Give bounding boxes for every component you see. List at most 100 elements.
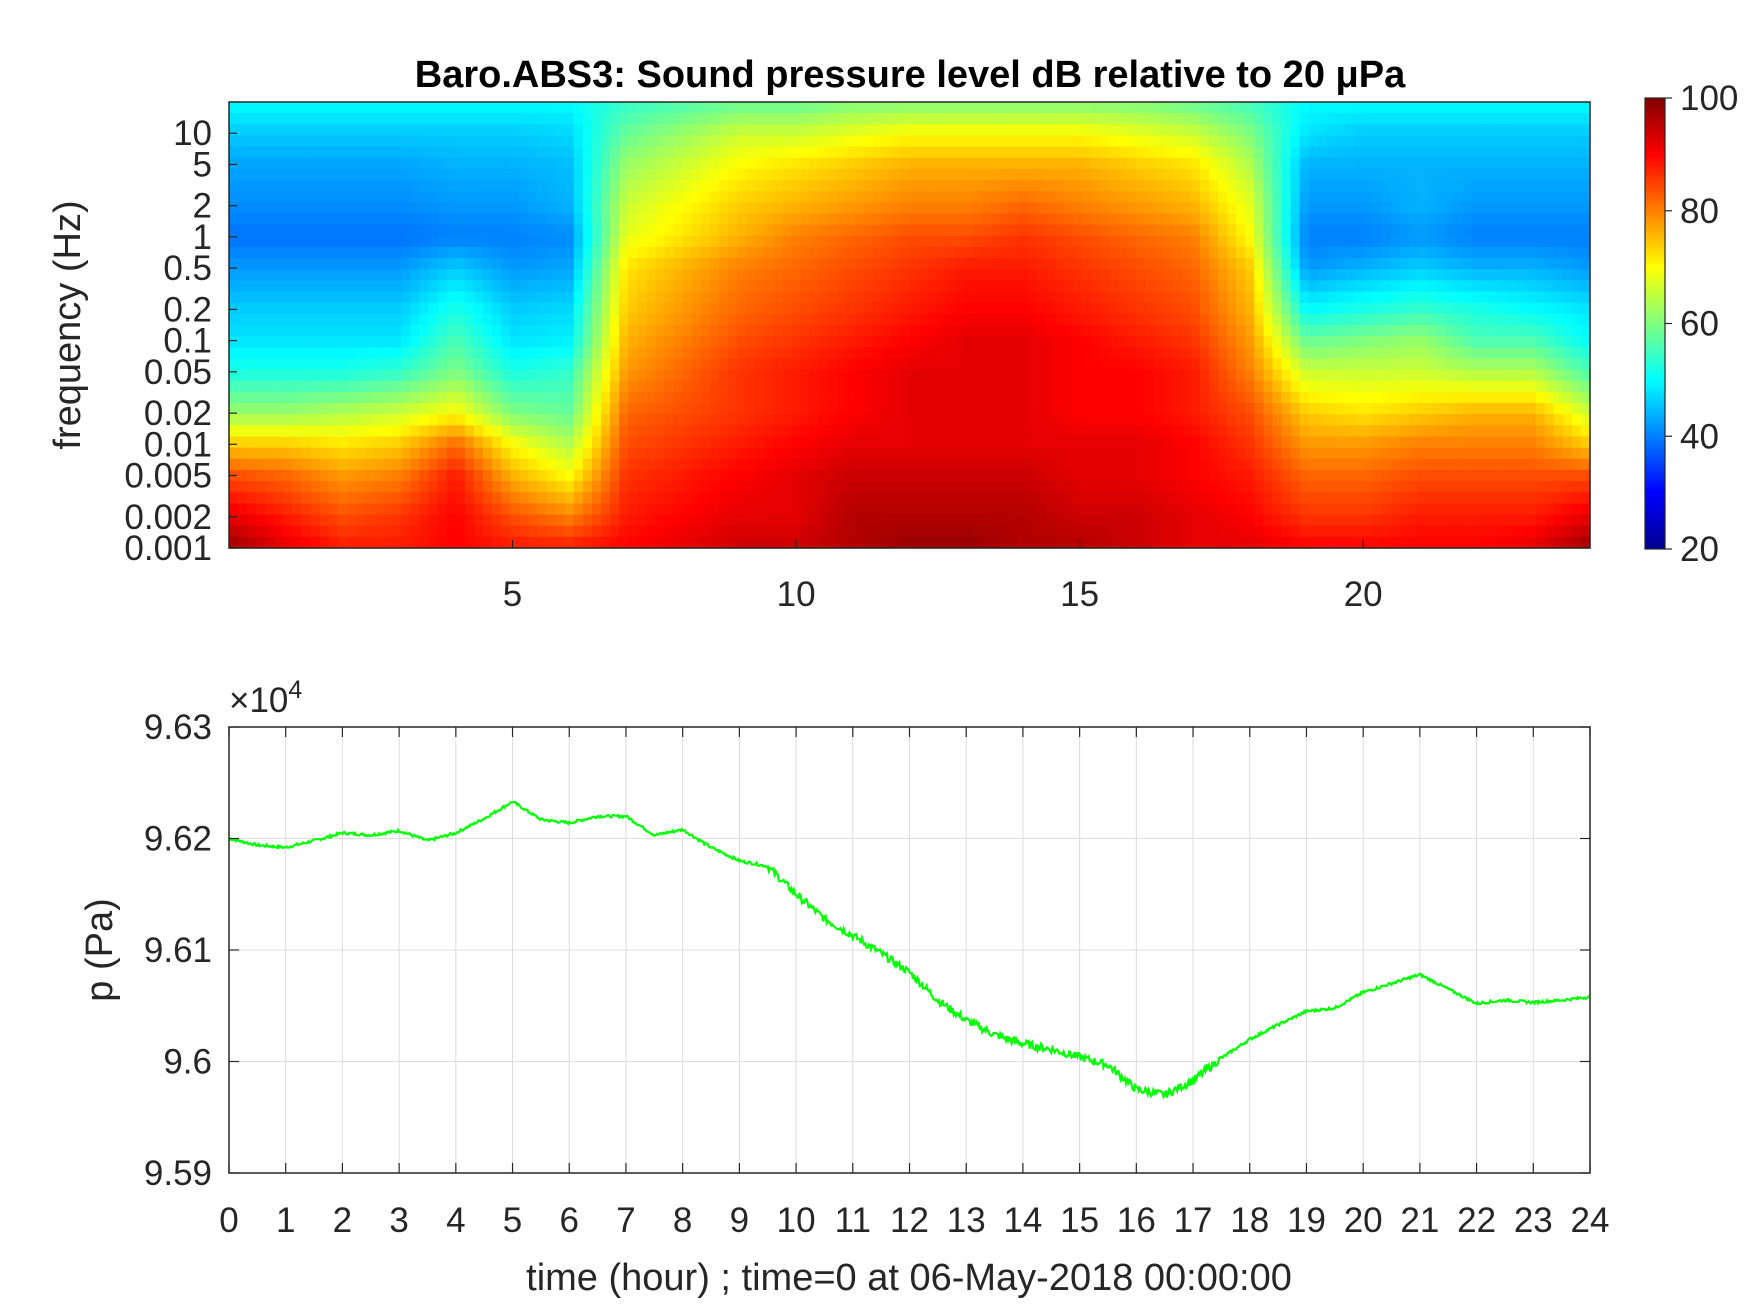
spectrogram-cell bbox=[337, 447, 348, 460]
spectrogram-cell bbox=[728, 180, 738, 192]
spectrogram-cell bbox=[301, 202, 312, 215]
spectrogram-cell bbox=[446, 146, 457, 159]
spectrogram-cell bbox=[473, 436, 484, 449]
spectrogram-cell bbox=[1381, 325, 1391, 337]
spectrogram-cell bbox=[936, 336, 947, 348]
spectrogram-cell bbox=[1426, 113, 1437, 125]
spectrogram-cell bbox=[1090, 291, 1101, 304]
spectrogram-cell bbox=[909, 202, 920, 215]
spectrogram-cell bbox=[882, 436, 892, 449]
spectrogram-cell bbox=[455, 436, 466, 449]
spectrogram-cell bbox=[301, 447, 312, 460]
spectrogram-cell bbox=[455, 336, 466, 348]
spectrogram-cell bbox=[1317, 269, 1328, 281]
spectrogram-cell bbox=[1517, 336, 1528, 348]
spectrogram-cell bbox=[1517, 369, 1528, 382]
spectrogram-cell bbox=[791, 280, 802, 293]
spectrogram-cell bbox=[501, 124, 511, 137]
spectrogram-cell bbox=[1399, 403, 1410, 415]
spectrogram-cell bbox=[1145, 157, 1156, 170]
spectrogram-cell bbox=[755, 246, 765, 259]
spectrogram-cell bbox=[1408, 280, 1419, 293]
spectrogram-cell bbox=[283, 336, 294, 348]
spectrogram-cell bbox=[1217, 258, 1228, 270]
spectrogram-cell bbox=[1571, 325, 1582, 337]
spectrogram-cell bbox=[1172, 291, 1183, 304]
spectrogram-cell bbox=[419, 302, 430, 315]
spectrogram-cell bbox=[700, 235, 711, 248]
spectrogram-cell bbox=[1472, 146, 1482, 159]
spectrogram-cell bbox=[709, 414, 720, 426]
spectrogram-cell bbox=[954, 313, 965, 326]
spectrogram-cell bbox=[682, 280, 693, 293]
spectrogram-cell bbox=[1118, 235, 1128, 248]
spectrogram-cell bbox=[1227, 258, 1237, 270]
spectrogram-cell bbox=[1281, 258, 1292, 270]
spectrogram-cell bbox=[936, 124, 947, 137]
spectrogram-cell bbox=[1145, 280, 1156, 293]
spectrogram-cell bbox=[419, 258, 430, 270]
spectrogram-cell bbox=[238, 302, 248, 315]
spectrogram-cell bbox=[1018, 124, 1029, 137]
spectrogram-cell bbox=[1199, 157, 1210, 170]
spectrogram-cell bbox=[483, 269, 493, 281]
spectrogram-cell bbox=[356, 235, 366, 248]
spectrogram-cell bbox=[936, 425, 947, 438]
spectrogram-cell bbox=[1281, 135, 1292, 148]
spectrogram-cell bbox=[492, 202, 502, 215]
spectrogram-cell bbox=[1000, 258, 1010, 270]
spectrogram-cell bbox=[283, 224, 294, 237]
spectrogram-cell bbox=[764, 425, 774, 438]
spectrogram-cell bbox=[800, 313, 811, 326]
spectrogram-cell bbox=[800, 280, 811, 293]
spectrogram-cell bbox=[1208, 168, 1219, 181]
spectrogram-cell bbox=[1045, 213, 1056, 226]
spectrogram-cell bbox=[918, 102, 929, 114]
spectrogram-cell bbox=[1399, 213, 1410, 226]
spectrogram-cell bbox=[265, 336, 275, 348]
spectrogram-cell bbox=[918, 202, 929, 215]
spectrogram-cell bbox=[619, 191, 629, 203]
spectrogram-cell bbox=[1118, 202, 1128, 215]
spectrogram-cell bbox=[1571, 235, 1582, 248]
spectrogram-cell bbox=[691, 436, 702, 449]
spectrogram-cell bbox=[1054, 291, 1065, 304]
spectrogram-cell bbox=[1090, 358, 1101, 371]
spectrogram-cell bbox=[737, 246, 747, 259]
spectrogram-cell bbox=[310, 414, 321, 426]
spectrogram-cell bbox=[1281, 224, 1292, 237]
spectrogram-cell bbox=[1163, 202, 1174, 215]
spectrogram-cell bbox=[582, 246, 593, 259]
spectrogram-cell bbox=[601, 146, 611, 159]
spectrogram-cell bbox=[1045, 291, 1056, 304]
spectrogram-cell bbox=[637, 436, 647, 449]
spectrogram-cell bbox=[492, 258, 502, 270]
spectrogram-cell bbox=[1499, 436, 1509, 449]
spectrogram-cell bbox=[800, 202, 811, 215]
spectrogram-cell bbox=[1072, 436, 1083, 449]
spectrogram-cell bbox=[1281, 313, 1292, 326]
spectrogram-cell bbox=[655, 235, 666, 248]
spectrogram-cell bbox=[764, 213, 774, 226]
spectrogram-cell bbox=[700, 336, 711, 348]
spectrogram-cell bbox=[337, 146, 348, 159]
spectrogram-cell bbox=[1000, 213, 1010, 226]
spectrogram-cell bbox=[1000, 391, 1010, 404]
spectrogram-cell bbox=[1462, 157, 1473, 170]
spectrogram-cell bbox=[1508, 213, 1519, 226]
spectrogram-cell bbox=[818, 302, 829, 315]
spectrogram-cell bbox=[1254, 113, 1264, 125]
spectrogram-cell bbox=[945, 369, 956, 382]
spectrogram-cell bbox=[637, 269, 647, 281]
spectrogram-cell bbox=[1290, 146, 1301, 159]
spectrogram-cell bbox=[1580, 269, 1591, 281]
spectrogram-cell bbox=[247, 458, 257, 471]
spectrogram-cell bbox=[1381, 202, 1391, 215]
spectrogram-cell bbox=[256, 124, 266, 137]
spectrogram-cell bbox=[292, 403, 303, 415]
spectrogram-cell bbox=[963, 224, 974, 237]
spectrogram-cell bbox=[918, 425, 929, 438]
spectrogram-cell bbox=[1254, 369, 1264, 382]
spectrogram-cell bbox=[682, 258, 693, 270]
spectrogram-cell bbox=[1217, 157, 1228, 170]
